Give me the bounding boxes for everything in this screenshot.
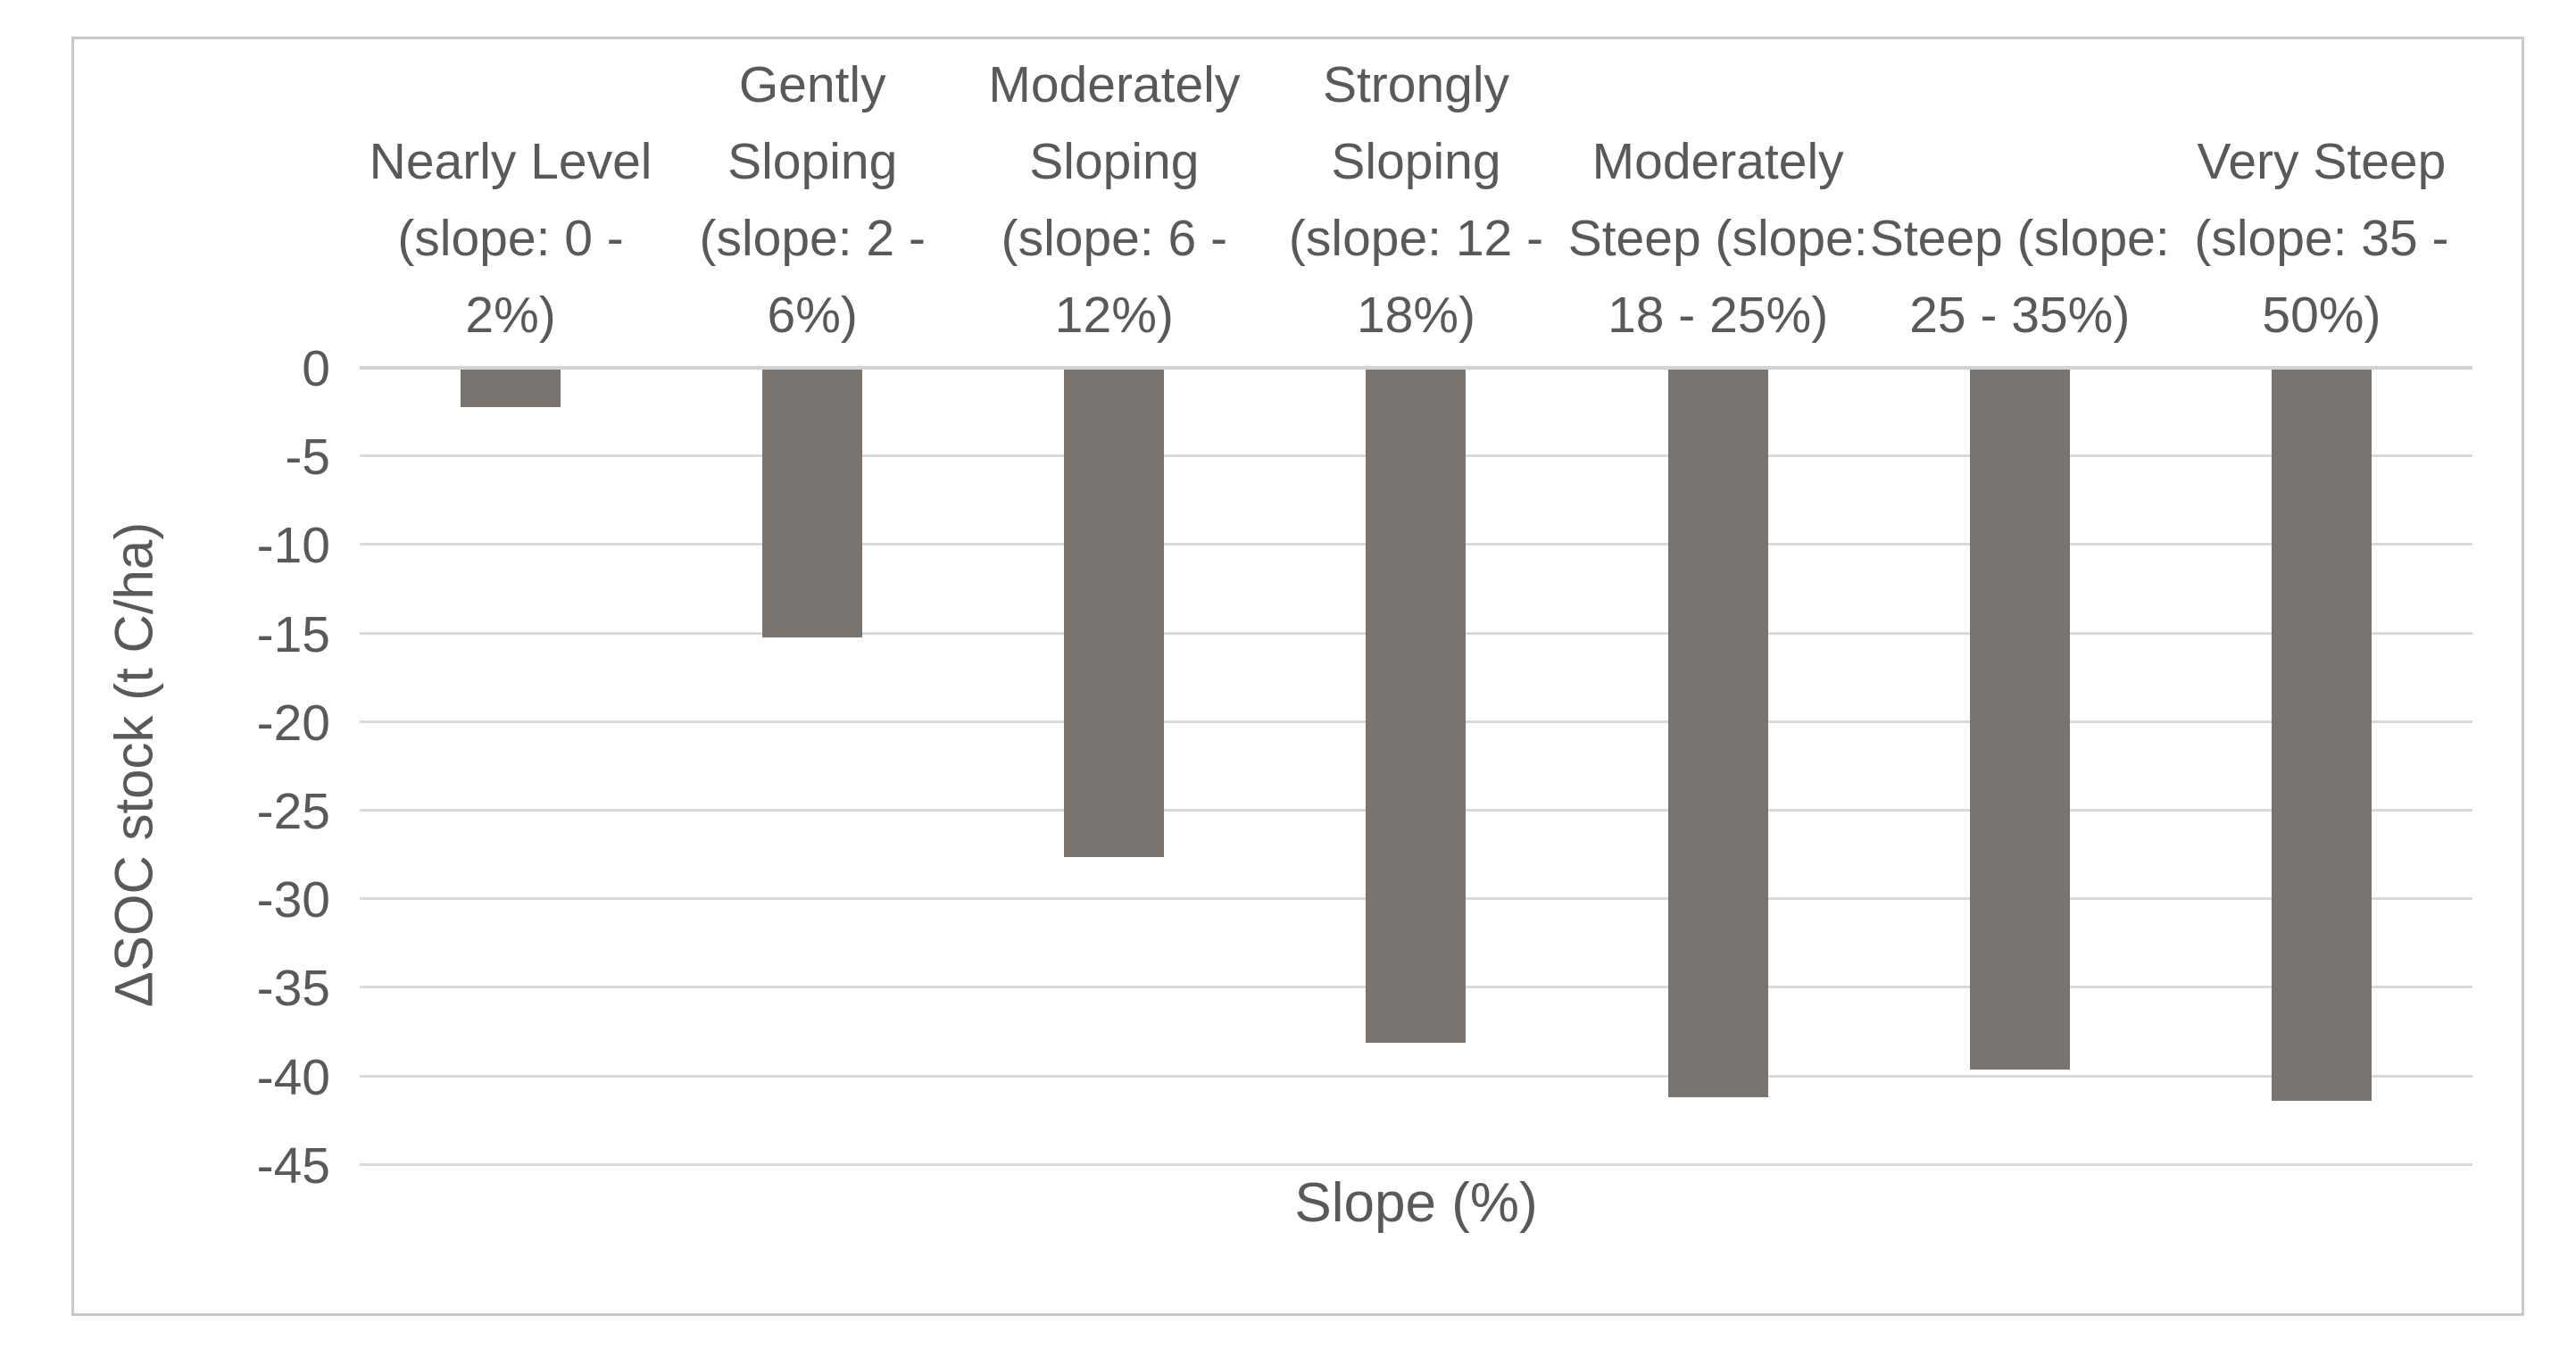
category-label-moderately-steep: Moderately Steep (slope: 18 - 25%) <box>1567 133 1868 344</box>
gridline-neg45 <box>360 1163 2472 1166</box>
bars <box>360 370 2472 1167</box>
category-label-nearly-level: Nearly Level (slope: 0 - 2%) <box>369 133 652 344</box>
chart-frame <box>71 37 2524 1316</box>
category-axis-labels: Nearly Level (slope: 0 - 2%) Gently Slop… <box>360 46 2472 354</box>
bar-moderately-steep <box>1667 370 1768 1097</box>
y-tick-label: -10 <box>256 517 330 574</box>
y-tick-label: 0 <box>302 340 330 397</box>
y-axis-title: ΔSOC stock (t C/ha) <box>104 521 164 1008</box>
y-tick-label: -40 <box>256 1049 330 1106</box>
bar-very-steep <box>2271 370 2372 1101</box>
bar-gently-sloping <box>762 370 863 637</box>
y-tick-label: -25 <box>256 783 330 840</box>
bar-moderately-sloping <box>1064 370 1165 857</box>
y-tick-label: -30 <box>256 871 330 928</box>
category-label-steep: Steep (slope: 25 - 35%) <box>1869 210 2170 344</box>
gridline-neg40 <box>360 1075 2472 1078</box>
category-label-moderately-sloping: Moderately Sloping (slope: 6 - 12%) <box>988 56 1241 344</box>
y-tick-label: -15 <box>256 606 330 663</box>
bar-steep <box>1969 370 2070 1070</box>
y-tick-label: -35 <box>256 960 330 1017</box>
category-label-very-steep: Very Steep (slope: 35 - 50%) <box>2194 133 2449 344</box>
bar-strongly-sloping <box>1366 370 1467 1043</box>
category-label-gently-sloping: Gently Sloping (slope: 2 - 6%) <box>699 56 926 344</box>
y-tick-label: -20 <box>256 695 330 752</box>
y-axis-tick-labels: 0 -5 -10 -15 -20 -25 -30 -35 -40 -45 <box>71 342 330 1193</box>
plot-area <box>360 366 2472 1167</box>
bar-nearly-level <box>461 370 561 407</box>
x-axis-title: Slope (%) <box>1294 1172 1538 1234</box>
y-tick-label: -45 <box>256 1137 330 1195</box>
y-axis-title-container: ΔSOC stock (t C/ha) <box>9 366 259 1163</box>
y-tick-label: -5 <box>285 429 330 486</box>
category-label-strongly-sloping: Strongly Sloping (slope: 12 - 18%) <box>1288 56 1544 344</box>
gridline-0 <box>360 366 2472 370</box>
